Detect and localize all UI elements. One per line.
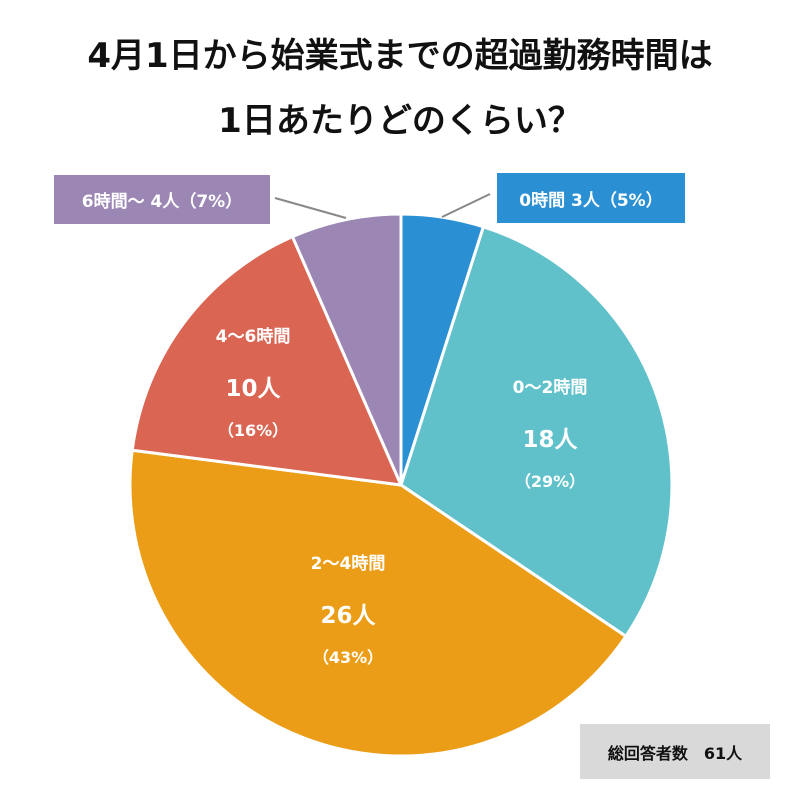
slice-label-0-2h: 0～2時間 18人 （29%）: [470, 373, 630, 492]
slice-label-2-4h: 2～4時間 26人 （43%）: [268, 549, 428, 668]
slice-count: 18人: [522, 427, 578, 453]
slice-percent: （43%）: [312, 648, 384, 667]
callout-0-hours: 0時間 3人（5%）: [497, 173, 685, 223]
slice-category: 4～6時間: [215, 327, 291, 347]
callout-leader-6h: [274, 197, 347, 219]
slice-category: 0～2時間: [512, 378, 588, 398]
pie-slice-6h-plus: [290, 212, 403, 486]
pie-slice-0-2h: [399, 224, 674, 639]
chart-title-line-2: 1日あたりどのくらい？: [218, 101, 582, 141]
total-respondents: 総回答者数 61人: [580, 724, 770, 779]
slice-percent: （29%）: [514, 472, 586, 491]
slice-percent: （16%）: [217, 421, 289, 440]
slice-count: 26人: [320, 603, 376, 629]
pie-slice-2-4h: [128, 448, 628, 758]
callout-6-hours-plus: 6時間～ 4人（7%）: [54, 175, 270, 224]
chart-title-line-1: 4月1日から始業式までの超過勤務時間は: [87, 36, 713, 76]
slice-category: 2～4時間: [310, 554, 386, 574]
callout-leader-0h: [441, 193, 491, 218]
slice-label-4-6h: 4～6時間 10人 （16%）: [173, 322, 333, 441]
slice-count: 10人: [225, 376, 281, 402]
pie-slice-4-6h: [130, 234, 404, 487]
